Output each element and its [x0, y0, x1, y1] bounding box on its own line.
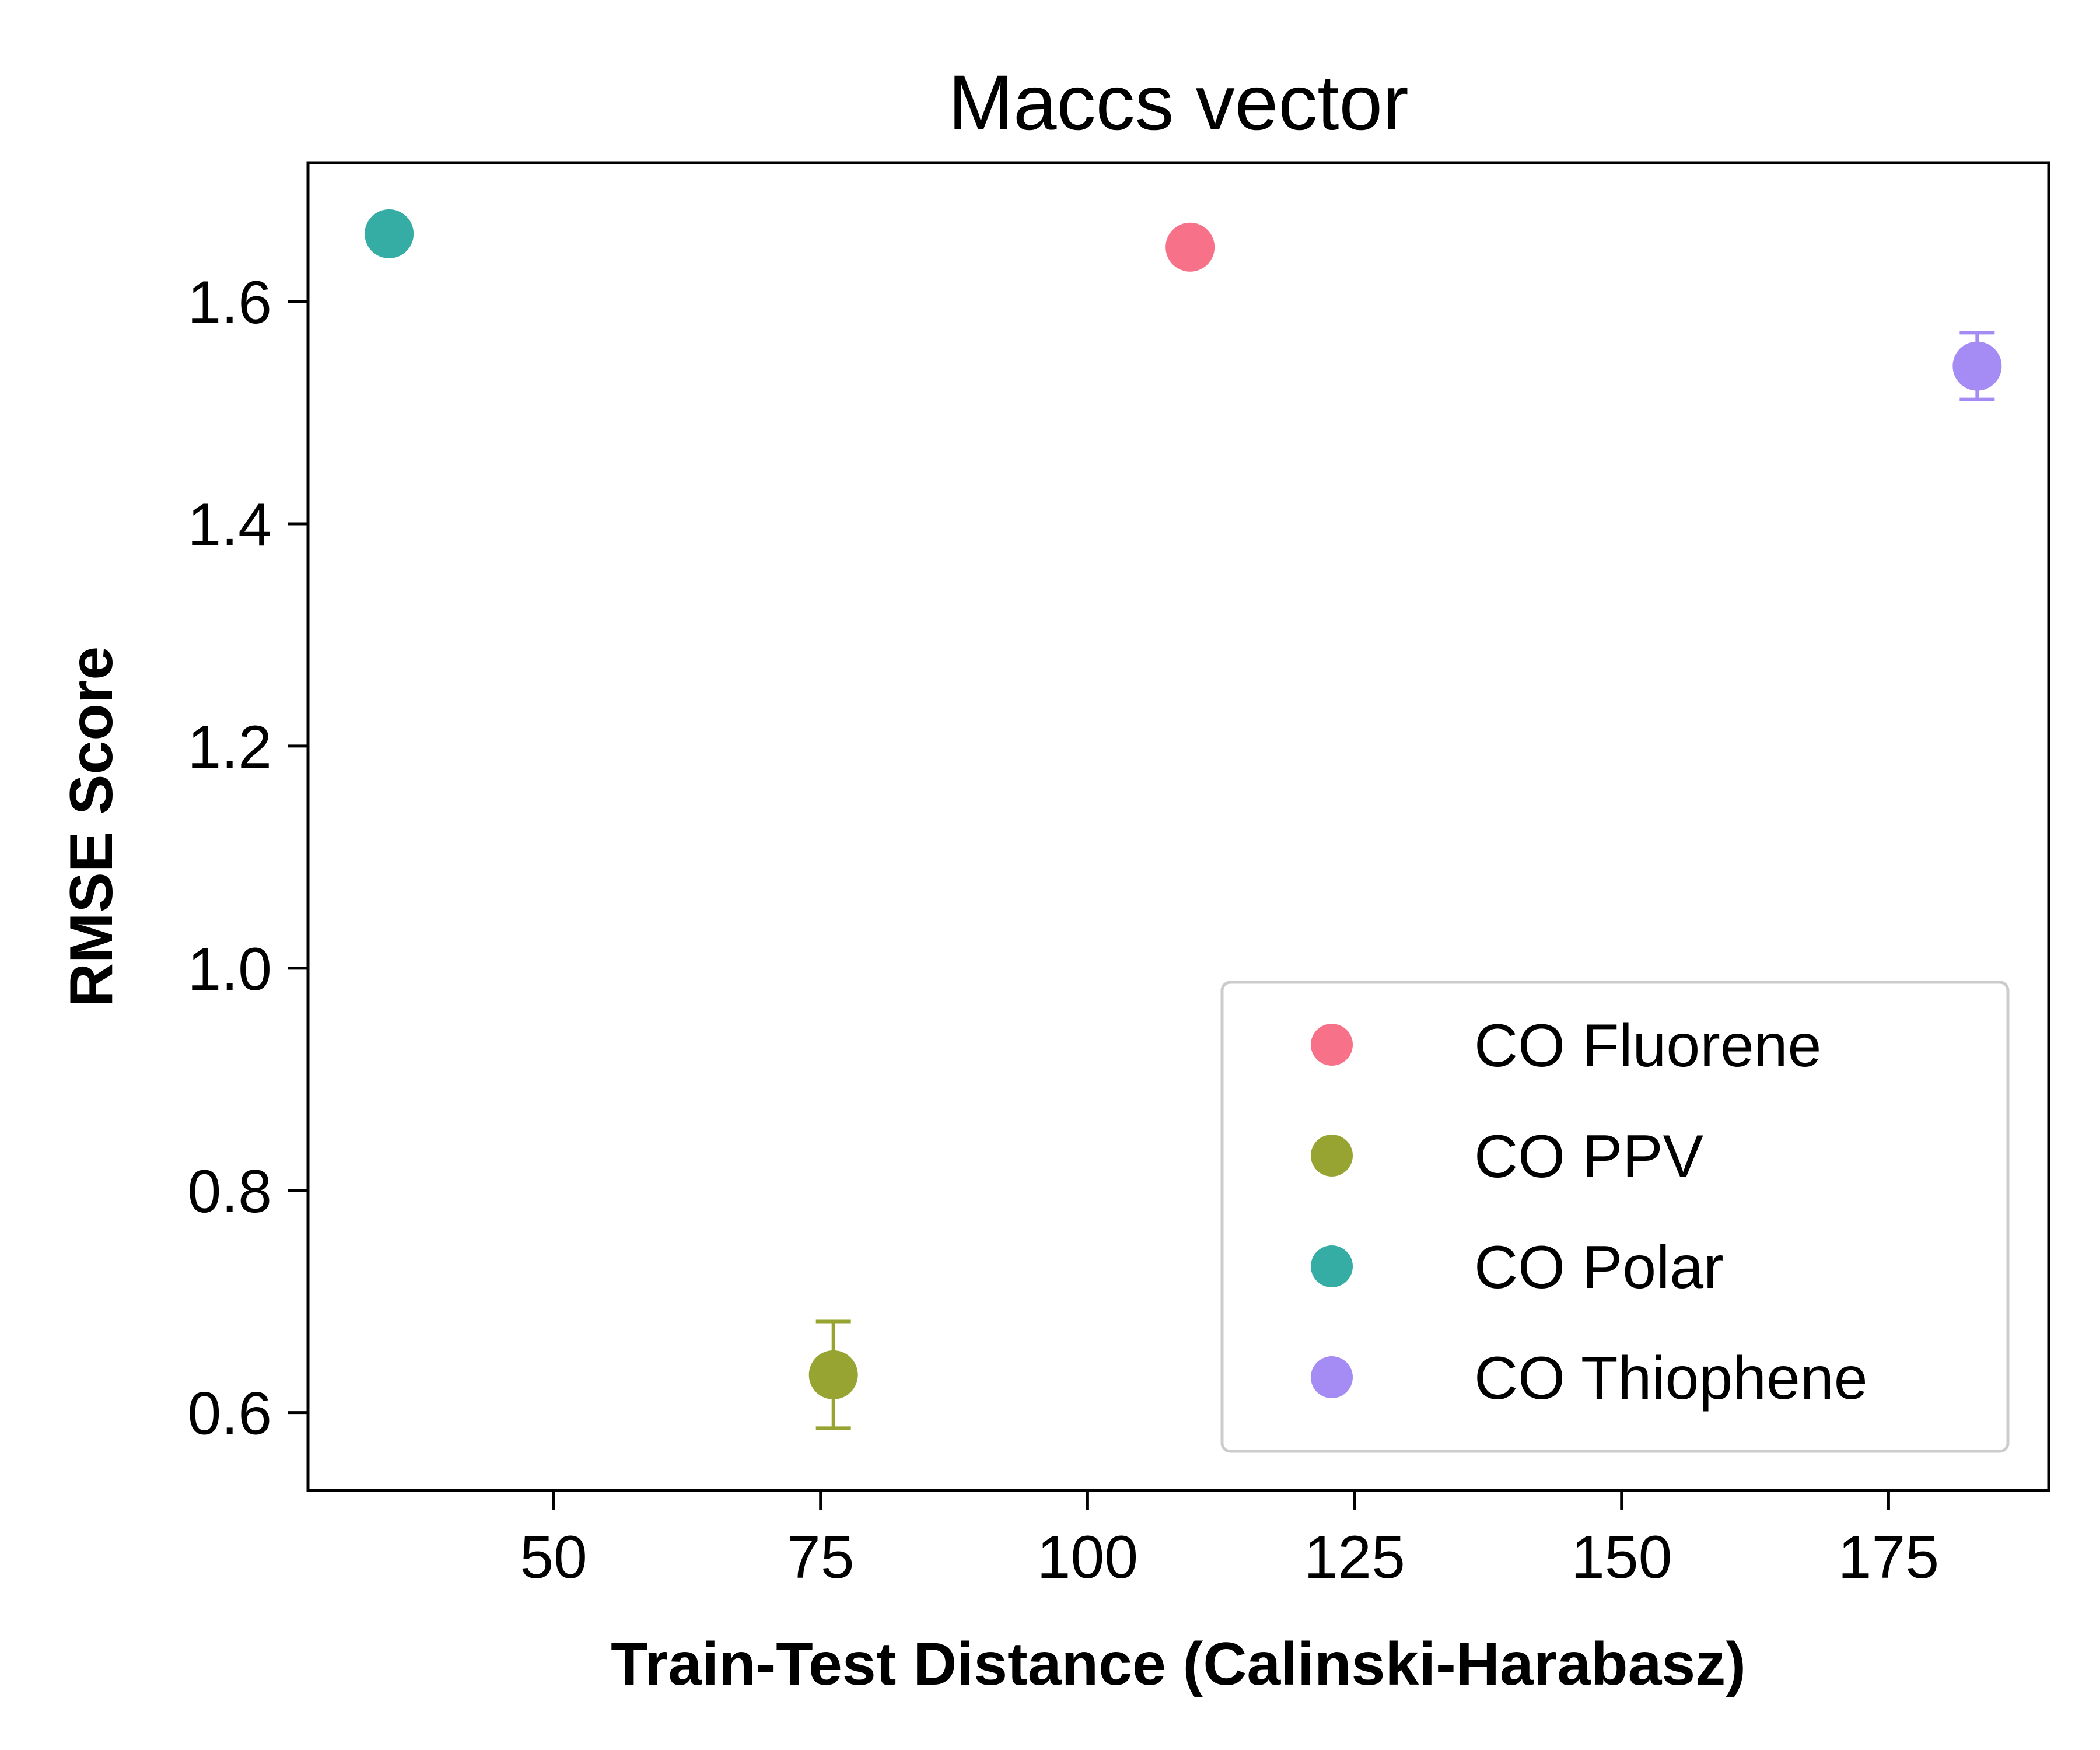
x-tick-label: 50 [520, 1524, 587, 1591]
legend-marker [1311, 1024, 1353, 1066]
y-tick-label: 1.0 [187, 936, 272, 1003]
x-tick-label: 100 [1037, 1524, 1139, 1591]
legend-frame [1220, 981, 2010, 1453]
y-axis-label: RMSE Score [58, 646, 125, 1007]
y-tick-label: 0.8 [187, 1158, 272, 1226]
x-tick-label: 75 [787, 1524, 855, 1591]
data-point [808, 1350, 858, 1399]
legend-marker [1311, 1245, 1353, 1287]
legend-label: CO Fluorene [1474, 1012, 1821, 1080]
y-tick-label: 1.2 [187, 713, 272, 781]
x-tick-label: 125 [1304, 1524, 1405, 1591]
y-tick-label: 0.6 [187, 1380, 272, 1448]
legend-label: CO PPV [1474, 1123, 1703, 1191]
data-point [1952, 341, 2002, 391]
x-tick-label: 175 [1838, 1524, 1940, 1591]
y-tick-label: 1.6 [187, 269, 272, 337]
legend-marker [1311, 1356, 1353, 1398]
legend: CO Fluorene CO PPV CO Polar CO Thiophene [1220, 981, 2010, 1453]
chart-title: Maccs vector [948, 60, 1408, 146]
x-axis-label: Train-Test Distance (Calinski-Harabasz) [611, 1630, 1746, 1698]
legend-label: CO Thiophene [1474, 1345, 1868, 1412]
data-point [1166, 222, 1215, 272]
legend-items: CO Fluorene CO PPV CO Polar CO Thiophene [1311, 1012, 1868, 1412]
x-axis-ticks: 50 75 100 125 150 175 [520, 1490, 1939, 1591]
x-tick-label: 150 [1571, 1524, 1672, 1591]
legend-marker [1311, 1135, 1353, 1177]
plot-area [365, 209, 2002, 1430]
legend-label: CO Polar [1474, 1234, 1724, 1301]
y-tick-label: 1.4 [187, 491, 272, 559]
y-axis-ticks: 0.6 0.8 1.0 1.2 1.4 1.6 [187, 269, 308, 1448]
axes-frame [306, 161, 2050, 1492]
data-point [365, 209, 414, 258]
